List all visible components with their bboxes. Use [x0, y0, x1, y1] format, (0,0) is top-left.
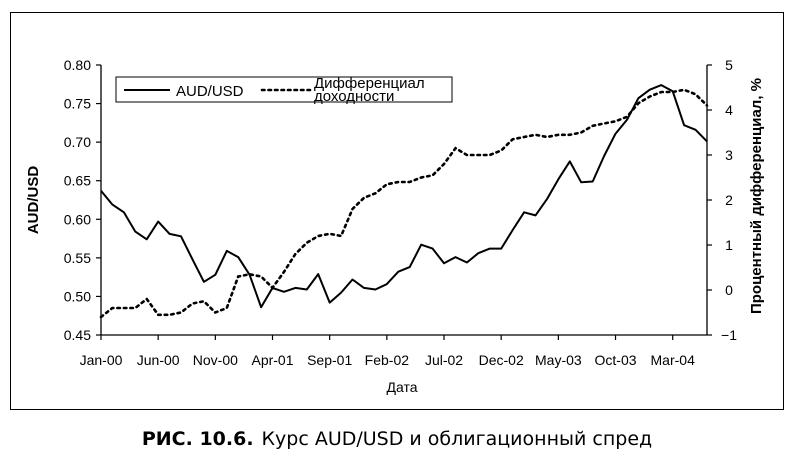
right-axis-ticks: −1 0 1 2 3 4 5 — [707, 57, 737, 343]
legend-box — [115, 76, 453, 103]
y-axis-title-left: AUD/USD — [25, 166, 42, 235]
legend-label-yield-differential: Дифференциал доходности — [314, 75, 429, 105]
right-tick-label: 4 — [725, 102, 733, 118]
left-tick-label: 0.45 — [64, 327, 91, 343]
right-tick-label: 5 — [725, 57, 733, 73]
y-axis-title-right: Процентный дифференциал, % — [748, 78, 765, 314]
right-tick-label: 3 — [725, 147, 733, 163]
x-tick-label: Sep-01 — [307, 352, 352, 368]
x-tick-label: May-03 — [535, 352, 582, 368]
x-axis-ticks: Jan-00 Jun-00 Nov-00 Apr-01 Sep-01 Feb-02 Jul-… — [80, 335, 695, 368]
x-tick-label: Oct-03 — [595, 352, 637, 368]
x-tick-label: Jun-00 — [137, 352, 180, 368]
x-tick-label: Jan-00 — [80, 352, 123, 368]
chart-svg: 0.45 0.50 0.55 0.60 0.65 0.70 0.75 0.80 −1 0 1 2 3 4… — [25, 57, 765, 395]
legend: AUD/USD Дифференциал доходности — [115, 75, 453, 105]
x-tick-label: Mar-04 — [651, 352, 696, 368]
left-tick-label: 0.50 — [64, 288, 91, 304]
figure-caption: РИС. 10.6. Курс AUD/USD и облигационный с… — [0, 428, 794, 450]
left-tick-label: 0.80 — [64, 57, 91, 73]
figure-number: РИС. 10.6. — [141, 428, 254, 450]
right-tick-label: 2 — [725, 192, 733, 208]
x-tick-label: Apr-01 — [251, 352, 293, 368]
left-tick-label: 0.70 — [64, 134, 91, 150]
x-tick-label: Dec-02 — [479, 352, 524, 368]
left-axis-ticks: 0.45 0.50 0.55 0.60 0.65 0.70 0.75 0.80 — [64, 57, 101, 343]
left-tick-label: 0.55 — [64, 250, 91, 266]
right-tick-label: −1 — [721, 327, 737, 343]
right-tick-label: 1 — [725, 237, 733, 253]
left-tick-label: 0.60 — [64, 211, 91, 227]
series-line-audusd — [100, 84, 708, 309]
x-tick-label: Jul-02 — [425, 352, 463, 368]
figure-caption-text: Курс AUD/USD и облигационный спред — [261, 428, 653, 450]
x-tick-label: Nov-00 — [193, 352, 238, 368]
left-tick-label: 0.65 — [64, 173, 91, 189]
legend-label-audusd: AUD/USD — [176, 83, 244, 100]
right-tick-label: 0 — [725, 282, 733, 298]
left-tick-label: 0.75 — [64, 96, 91, 112]
x-tick-label: Feb-02 — [365, 352, 410, 368]
x-axis-title: Дата — [386, 379, 417, 395]
series-line-yield-differential — [99, 88, 709, 319]
chart-frame — [10, 12, 784, 410]
